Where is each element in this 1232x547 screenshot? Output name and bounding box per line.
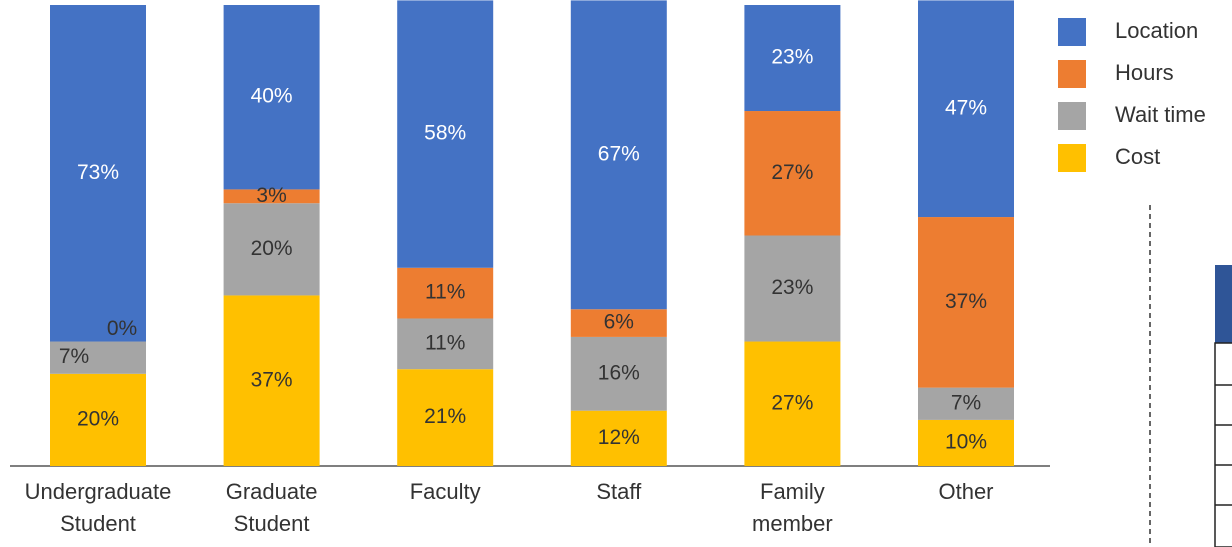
bar-segment — [570, 410, 667, 466]
value-label: 16% — [598, 361, 640, 384]
value-label: 20% — [251, 237, 293, 260]
value-label: 58% — [424, 122, 466, 145]
partial-table — [1214, 265, 1232, 547]
value-label: 23% — [771, 276, 813, 299]
x-tick-label: Graduate Student — [226, 479, 318, 536]
bar-segment — [397, 369, 494, 466]
legend-label: Wait time — [1115, 102, 1206, 127]
value-label: 7% — [951, 391, 981, 414]
value-label: 21% — [424, 405, 466, 428]
bar-segment — [223, 5, 320, 190]
x-tick-label: Staff — [596, 479, 642, 504]
value-label: 47% — [945, 96, 987, 119]
bar-segment — [918, 387, 1014, 420]
legend-swatch — [1058, 18, 1086, 46]
bar-segment — [918, 419, 1014, 466]
value-label: 37% — [251, 368, 293, 391]
value-label: 7% — [59, 345, 89, 368]
legend-label: Location — [1115, 18, 1198, 43]
bar-segment — [397, 0, 494, 268]
x-tick-label: Faculty — [410, 479, 481, 504]
value-label: 0% — [107, 317, 137, 340]
bar-segment — [223, 295, 320, 466]
bar-segment — [744, 5, 841, 112]
bar-segment — [570, 336, 667, 411]
bar-segment — [744, 341, 841, 466]
bar-segment — [570, 0, 667, 310]
value-label: 73% — [77, 161, 119, 184]
x-tick-label: Undergraduate Student — [25, 479, 172, 536]
value-label: 40% — [251, 85, 293, 108]
legend-label: Cost — [1115, 144, 1160, 169]
bar-segment — [918, 217, 1014, 388]
value-label: 6% — [604, 311, 634, 334]
bar-segment — [223, 189, 320, 204]
value-label: 11% — [425, 331, 465, 354]
value-label: 10% — [945, 430, 987, 453]
value-label: 37% — [945, 290, 987, 313]
x-tick-label: Family member — [752, 479, 833, 536]
bar-segment — [918, 0, 1014, 218]
bar-segment — [50, 5, 146, 342]
bar-segment — [744, 235, 841, 342]
value-label: 20% — [77, 407, 119, 430]
value-label: 12% — [598, 426, 640, 449]
value-label: 27% — [771, 161, 813, 184]
bar-segment — [744, 111, 841, 236]
bar-segment — [50, 373, 146, 466]
bar-segment — [223, 203, 320, 296]
bar-segment — [397, 267, 494, 319]
bar-segment — [50, 341, 146, 374]
value-label: 11% — [425, 281, 465, 304]
value-label: 67% — [598, 142, 640, 165]
x-tick-label: Other — [938, 479, 993, 504]
legend-label: Hours — [1115, 60, 1174, 85]
bar-segment — [570, 309, 667, 337]
value-label: 3% — [256, 184, 286, 207]
bar-segment — [397, 318, 494, 370]
value-label: 23% — [771, 46, 813, 69]
legend-swatch — [1058, 144, 1086, 172]
legend-swatch — [1058, 102, 1086, 130]
value-label: 27% — [771, 391, 813, 414]
legend-swatch — [1058, 60, 1086, 88]
